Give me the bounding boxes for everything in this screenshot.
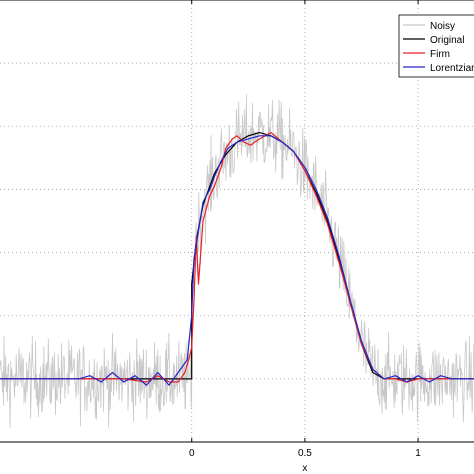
series-line-original	[0, 132, 474, 380]
x-tick-label: 1	[415, 448, 421, 459]
x-tick-label: 0.5	[298, 448, 312, 459]
x-ticks: 0 0.5 1	[189, 0, 421, 459]
x-axis-label: x	[302, 463, 307, 474]
series-line-noisy	[0, 94, 474, 429]
series-line-firm	[0, 132, 474, 383]
legend-label: Original	[430, 35, 464, 46]
plot-frame	[0, 0, 474, 443]
legend-label: Noisy	[430, 21, 455, 32]
legend-label: Firm	[430, 49, 450, 60]
series-line-lorentzian	[0, 135, 474, 386]
legend: Noisy Original Firm Lorentzian	[398, 14, 474, 78]
legend-label: Lorentzian	[430, 63, 474, 74]
series-lines	[0, 94, 474, 429]
x-tick-label: 0	[189, 448, 195, 459]
